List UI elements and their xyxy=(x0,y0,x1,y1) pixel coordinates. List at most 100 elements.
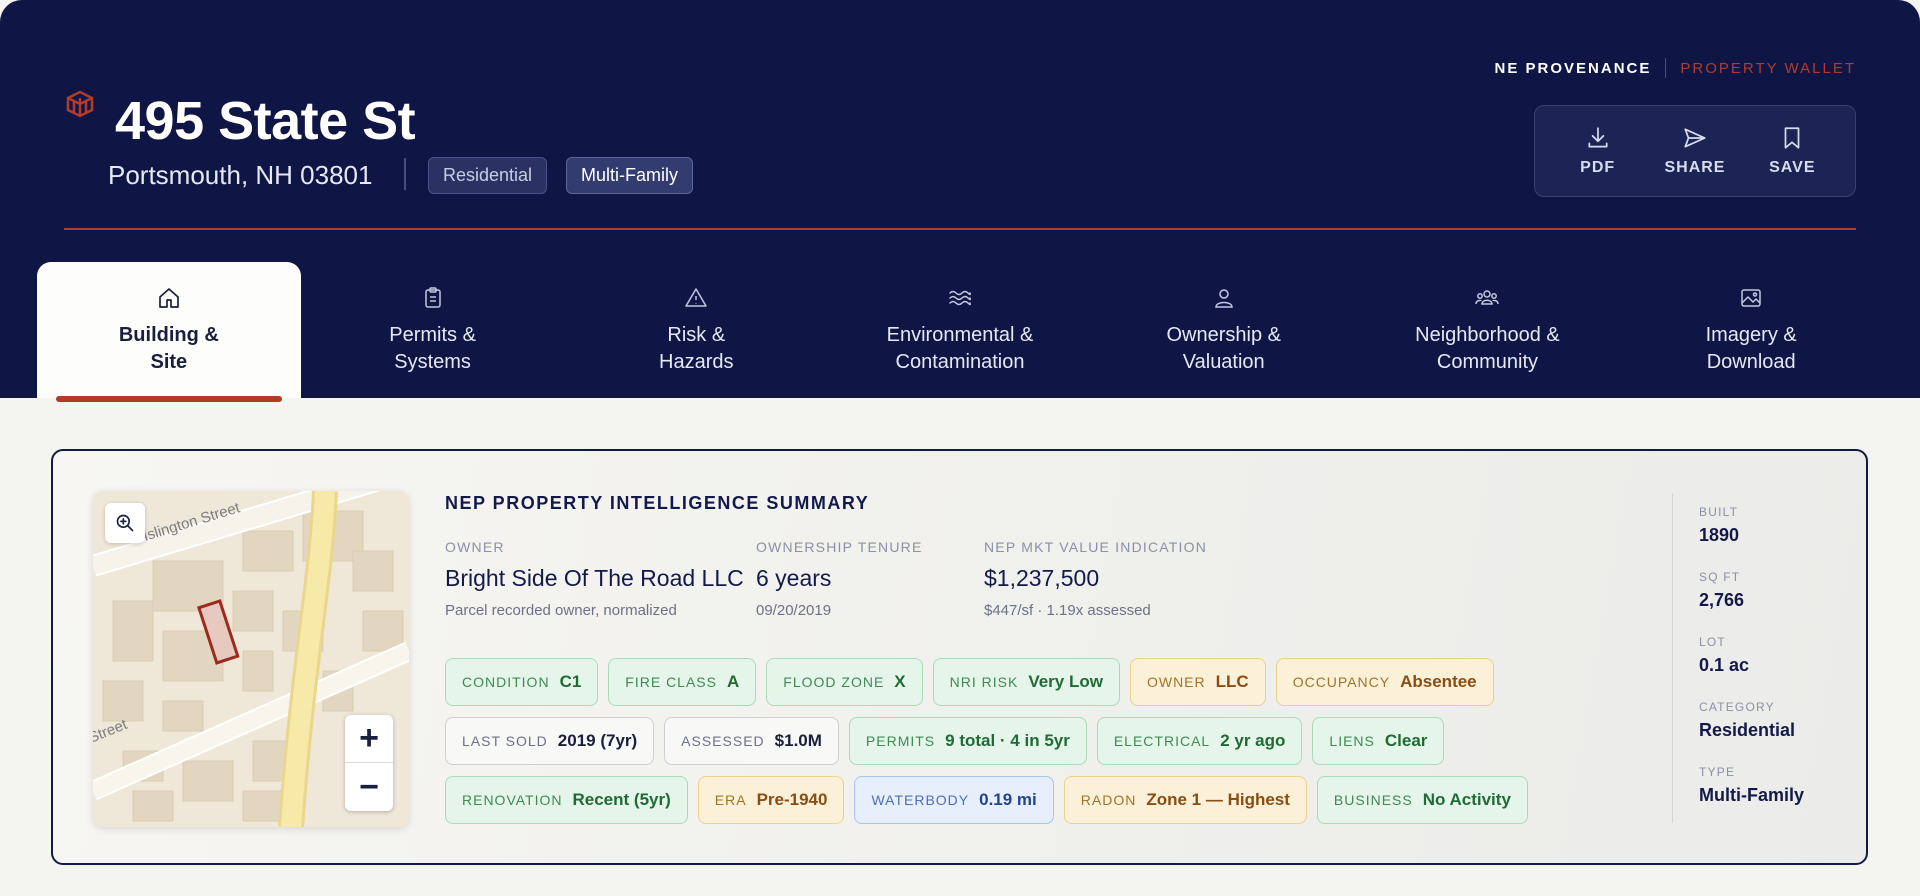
badge-value: Very Low xyxy=(1028,672,1103,691)
share-label: SHARE xyxy=(1664,159,1726,176)
warning-icon xyxy=(685,288,708,307)
value-amount: $1,237,500 xyxy=(984,565,1100,591)
tab-risk-hazards[interactable]: Risk & Hazards xyxy=(564,262,828,398)
zoom-in-button[interactable]: + xyxy=(345,715,393,763)
badge-value: Clear xyxy=(1384,731,1428,750)
badge-value: Recent (5yr) xyxy=(572,790,671,809)
fact-category: CATEGORY Residential xyxy=(1699,700,1804,741)
badge-flood-zone: FLOOD ZONE X xyxy=(766,658,923,706)
brand-divider xyxy=(1665,58,1667,78)
badge-owner: OWNER LLC xyxy=(1129,658,1266,706)
tag-residential: Residential xyxy=(428,157,548,194)
property-address: 495 State St xyxy=(115,91,416,151)
waves-icon xyxy=(949,290,972,306)
badge-value: A xyxy=(727,672,740,691)
badge-key: LIENS xyxy=(1329,733,1375,749)
badge-condition: CONDITION C1 xyxy=(445,658,599,706)
badge-key: FIRE CLASS xyxy=(625,674,717,690)
property-facts: BUILT 1890 SQ FT 2,766 LOT 0.1 ac CATEGORY R… xyxy=(1699,505,1804,830)
badge-business: BUSINESS No Activity xyxy=(1316,776,1528,824)
badge-value: LLC xyxy=(1215,672,1249,691)
tenure-label: OWNERSHIP TENURE xyxy=(756,539,923,555)
parcel-map[interactable]: Islington Street Street + − xyxy=(93,491,409,827)
fact-key: BUILT xyxy=(1699,505,1739,519)
tab-neighborhood-community[interactable]: Neighborhood & Community xyxy=(1356,262,1620,398)
home-icon xyxy=(159,288,179,308)
fact-value: 0.1 ac xyxy=(1699,655,1750,675)
tab-imagery-download[interactable]: Imagery & Download xyxy=(1619,262,1883,398)
tab-label: Building & Site xyxy=(118,324,219,373)
badge-value: 9 total · 4 in 5yr xyxy=(945,731,1070,750)
badge-assessed: ASSESSED $1.0M xyxy=(664,717,839,765)
brand: NE PROVENANCE PROPERTY WALLET xyxy=(1495,58,1856,78)
badge-value: X xyxy=(894,672,906,691)
badge-key: ASSESSED xyxy=(681,733,765,749)
tab-label: Risk & Hazards xyxy=(659,324,734,373)
fact-built: BUILT 1890 xyxy=(1699,505,1804,546)
badge-waterbody: WATERBODY 0.19 mi xyxy=(854,776,1054,824)
action-bar: PDF SHARE SAVE xyxy=(1534,105,1856,197)
share-button[interactable]: SHARE xyxy=(1655,125,1735,177)
badge-occupancy: OCCUPANCY Absentee xyxy=(1275,658,1494,706)
badge-liens: LIENS Clear xyxy=(1312,717,1445,765)
tab-building-site[interactable]: Building & Site xyxy=(37,262,301,402)
fact-key: LOT xyxy=(1699,635,1726,649)
value-label: NEP MKT VALUE INDICATION xyxy=(984,539,1208,555)
badge-value: $1.0M xyxy=(774,731,822,750)
image-icon xyxy=(1741,289,1761,307)
badge-permits: PERMITS 9 total · 4 in 5yr xyxy=(848,717,1087,765)
badge-electrical: ELECTRICAL 2 yr ago xyxy=(1096,717,1303,765)
tab-label: Permits & Systems xyxy=(389,324,476,373)
badge-key: OCCUPANCY xyxy=(1292,674,1391,690)
summary-card: Islington Street Street + − NEP PROPERTY… xyxy=(51,449,1868,865)
badge-row: CONDITION C1 FIRE CLASS A FLOOD ZONE X NRI … xyxy=(445,658,1505,706)
save-label: SAVE xyxy=(1769,159,1816,176)
badge-value: 2019 (7yr) xyxy=(557,731,638,750)
badge-row: LAST SOLD 2019 (7yr) ASSESSED $1.0M PERMIT… xyxy=(445,717,1505,765)
badge-value: No Activity xyxy=(1422,790,1511,809)
badge-value: Zone 1 — Highest xyxy=(1146,790,1290,809)
property-city: Portsmouth, NH 03801 xyxy=(108,160,373,190)
facts-divider xyxy=(1672,493,1673,823)
badge-value: C1 xyxy=(559,672,582,691)
fact-value: 1890 xyxy=(1699,525,1740,545)
fact-lot: LOT 0.1 ac xyxy=(1699,635,1804,676)
badge-last-sold: LAST SOLD 2019 (7yr) xyxy=(445,717,655,765)
badge-key: PERMITS xyxy=(865,733,936,749)
zoom-out-button[interactable]: − xyxy=(359,767,379,806)
badge-key: NRI RISK xyxy=(949,674,1019,690)
save-button[interactable]: SAVE xyxy=(1752,125,1832,177)
badge-radon: RADON Zone 1 — Highest xyxy=(1063,776,1307,824)
tab-label: Neighborhood & Community xyxy=(1415,324,1560,373)
bookmark-icon xyxy=(1784,127,1800,149)
tenure-stat: OWNERSHIP TENURE 6 years 09/20/2019 xyxy=(756,539,922,619)
tab-environmental[interactable]: Environmental & Contamination xyxy=(828,262,1092,398)
badge-key: RENOVATION xyxy=(462,792,563,808)
badge-value: 0.19 mi xyxy=(979,790,1037,809)
brand-name: NE PROVENANCE xyxy=(1494,59,1652,77)
value-detail: $447/sf · 1.19x assessed xyxy=(984,602,1151,619)
tab-label: Imagery & Download xyxy=(1705,324,1797,373)
fact-key: TYPE xyxy=(1699,765,1736,779)
badge-key: LAST SOLD xyxy=(462,733,548,749)
map-zoom-controls: + − xyxy=(345,715,393,811)
tab-ownership-valuation[interactable]: Ownership & Valuation xyxy=(1092,262,1356,398)
tab-label: Ownership & Valuation xyxy=(1166,324,1281,373)
tab-permits-systems[interactable]: Permits & Systems xyxy=(301,262,565,398)
pdf-button[interactable]: PDF xyxy=(1558,125,1638,177)
city-divider xyxy=(404,158,406,190)
badge-key: FLOOD ZONE xyxy=(783,674,885,690)
badge-key: CONDITION xyxy=(462,674,550,690)
people-icon xyxy=(1475,290,1500,305)
logo-icon xyxy=(66,90,94,118)
fact-sqft: SQ FT 2,766 xyxy=(1699,570,1804,611)
fact-key: SQ FT xyxy=(1699,570,1741,584)
badge-value: Pre-1940 xyxy=(756,790,828,809)
tenure-date: 09/20/2019 xyxy=(756,602,832,619)
map-expand-button[interactable] xyxy=(105,503,145,543)
badge-era: ERA Pre-1940 xyxy=(697,776,845,824)
fact-key: CATEGORY xyxy=(1699,700,1775,714)
owner-note: Parcel recorded owner, normalized xyxy=(445,602,677,619)
section-tabs: Building & Site Permits & Systems Risk &… xyxy=(37,262,1883,402)
owner-label: OWNER xyxy=(445,539,505,555)
